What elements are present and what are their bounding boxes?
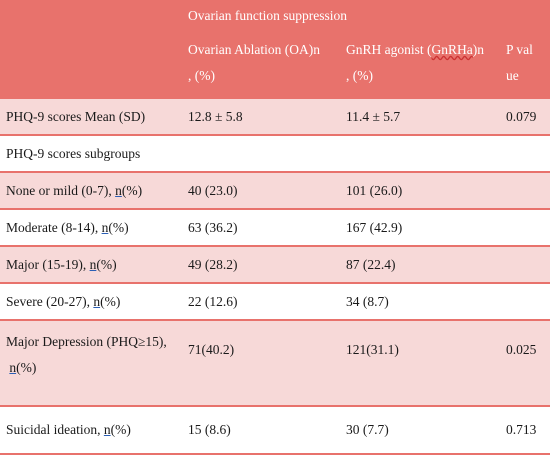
header-col-p-value: P val ue — [500, 31, 550, 98]
cell-gnrh: 11.4 ± 5.7 — [340, 97, 500, 135]
cell-oa: 71(40.2) — [182, 319, 340, 406]
cell-oa: 40 (23.0) — [182, 171, 340, 209]
row-label: None or mild (0-7), n(%) — [0, 171, 182, 209]
table-row: Suicidal ideation, n(%) 15 (8.6) 30 (7.7… — [0, 405, 550, 455]
row-label: Moderate (8-14), n(%) — [0, 208, 182, 246]
table-row: Major (15-19), n(%) 49 (28.2) 87 (22.4) — [0, 245, 550, 283]
header-group-label: Ovarian function suppression — [182, 0, 550, 31]
row-label: PHQ-9 scores subgroups — [0, 134, 182, 172]
header-empty-cell — [0, 0, 182, 98]
row-label: Suicidal ideation, n(%) — [0, 405, 182, 455]
cell-p-value — [500, 134, 550, 172]
cell-p-value: 0.713 — [500, 405, 550, 455]
cell-oa: 12.8 ± 5.8 — [182, 97, 340, 135]
cell-oa: 15 (8.6) — [182, 405, 340, 455]
cell-oa — [182, 134, 340, 172]
table-row: None or mild (0-7), n(%) 40 (23.0) 101 (… — [0, 171, 550, 209]
table-row: PHQ-9 scores Mean (SD) 12.8 ± 5.8 11.4 ±… — [0, 97, 550, 135]
table-row: Moderate (8-14), n(%) 63 (36.2) 167 (42.… — [0, 208, 550, 246]
header-col-oa: Ovarian Ablation (OA)n , (%) — [182, 31, 340, 98]
table-row: Major Depression (PHQ≥15), n(%) 71(40.2)… — [0, 319, 550, 406]
header-row-group: Ovarian function suppression — [0, 0, 550, 98]
cell-gnrh: 101 (26.0) — [340, 171, 500, 209]
cell-oa: 63 (36.2) — [182, 208, 340, 246]
table-row: PHQ-9 scores subgroups — [0, 134, 550, 172]
cell-p-value — [500, 282, 550, 320]
cell-gnrh — [340, 134, 500, 172]
cell-gnrh: 30 (7.7) — [340, 405, 500, 455]
cell-oa: 22 (12.6) — [182, 282, 340, 320]
header-col-gnrh: GnRH agonist (GnRHa)n , (%) — [340, 31, 500, 98]
cell-gnrh: 87 (22.4) — [340, 245, 500, 283]
cell-gnrh: 167 (42.9) — [340, 208, 500, 246]
cell-p-value — [500, 208, 550, 246]
cell-p-value: 0.079 — [500, 97, 550, 135]
cell-p-value: 0.025 — [500, 319, 550, 406]
cell-gnrh: 121(31.1) — [340, 319, 500, 406]
header-row-columns: Ovarian Ablation (OA)n , (%) GnRH agonis… — [0, 31, 550, 98]
row-label: Severe (20-27), n(%) — [0, 282, 182, 320]
cell-gnrh: 34 (8.7) — [340, 282, 500, 320]
row-label: Major (15-19), n(%) — [0, 245, 182, 283]
cell-oa: 49 (28.2) — [182, 245, 340, 283]
cell-p-value — [500, 245, 550, 283]
cell-p-value — [500, 171, 550, 209]
row-label: Major Depression (PHQ≥15), n(%) — [0, 319, 182, 406]
table-row: Severe (20-27), n(%) 22 (12.6) 34 (8.7) — [0, 282, 550, 320]
row-label: PHQ-9 scores Mean (SD) — [0, 97, 182, 135]
